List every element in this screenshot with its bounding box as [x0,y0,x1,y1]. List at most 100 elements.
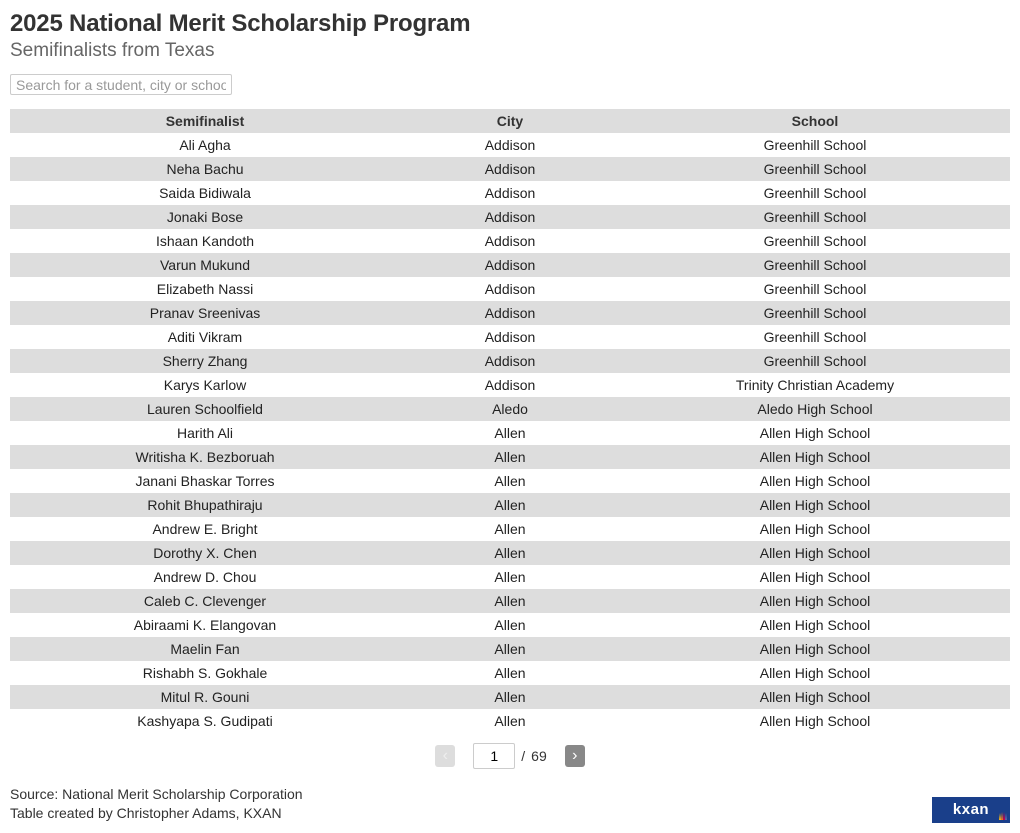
footer-source: Source: National Merit Scholarship Corpo… [10,785,303,804]
table-cell: Allen [400,637,620,661]
table-row: Neha BachuAddisonGreenhill School [10,157,1010,181]
table-cell: Andrew D. Chou [10,565,400,589]
pagination-separator: / [521,748,525,764]
table-cell: Sherry Zhang [10,349,400,373]
table-cell: Allen [400,613,620,637]
column-header[interactable]: Semifinalist [10,109,400,133]
table-cell: Rohit Bhupathiraju [10,493,400,517]
table-cell: Jonaki Bose [10,205,400,229]
table-cell: Allen High School [620,469,1010,493]
table-row: Harith AliAllenAllen High School [10,421,1010,445]
table-cell: Janani Bhaskar Torres [10,469,400,493]
table-cell: Harith Ali [10,421,400,445]
table-cell: Writisha K. Bezboruah [10,445,400,469]
table-cell: Aditi Vikram [10,325,400,349]
table-row: Karys KarlowAddisonTrinity Christian Aca… [10,373,1010,397]
kxan-logo: kxan [932,797,1010,823]
table-cell: Addison [400,277,620,301]
column-header[interactable]: City [400,109,620,133]
results-table: SemifinalistCitySchool Ali AghaAddisonGr… [10,109,1010,733]
table-cell: Allen [400,421,620,445]
table-cell: Greenhill School [620,229,1010,253]
table-cell: Allen High School [620,637,1010,661]
table-cell: Allen [400,589,620,613]
table-cell: Greenhill School [620,277,1010,301]
table-cell: Aledo [400,397,620,421]
table-cell: Greenhill School [620,253,1010,277]
table-cell: Allen High School [620,421,1010,445]
table-row: Ishaan KandothAddisonGreenhill School [10,229,1010,253]
table-cell: Addison [400,133,620,157]
table-cell: Neha Bachu [10,157,400,181]
table-cell: Varun Mukund [10,253,400,277]
table-cell: Allen [400,565,620,589]
table-row: Ali AghaAddisonGreenhill School [10,133,1010,157]
pagination-next-button[interactable]: › [565,745,585,767]
table-cell: Allen High School [620,517,1010,541]
column-header[interactable]: School [620,109,1010,133]
table-cell: Pranav Sreenivas [10,301,400,325]
table-cell: Maelin Fan [10,637,400,661]
table-cell: Karys Karlow [10,373,400,397]
table-row: Andrew D. ChouAllenAllen High School [10,565,1010,589]
table-cell: Allen [400,493,620,517]
table-cell: Rishabh S. Gokhale [10,661,400,685]
table-cell: Allen High School [620,613,1010,637]
table-cell: Greenhill School [620,133,1010,157]
table-cell: Greenhill School [620,157,1010,181]
table-row: Rishabh S. GokhaleAllenAllen High School [10,661,1010,685]
table-cell: Addison [400,325,620,349]
pagination-total-pages: 69 [531,748,547,764]
table-cell: Abiraami K. Elangovan [10,613,400,637]
table-cell: Allen High School [620,589,1010,613]
table-cell: Allen [400,685,620,709]
table-cell: Ishaan Kandoth [10,229,400,253]
table-cell: Addison [400,229,620,253]
table-row: Maelin FanAllenAllen High School [10,637,1010,661]
table-cell: Allen High School [620,493,1010,517]
table-row: Caleb C. ClevengerAllenAllen High School [10,589,1010,613]
table-cell: Greenhill School [620,349,1010,373]
kxan-logo-text: kxan [953,801,989,818]
table-row: Andrew E. BrightAllenAllen High School [10,517,1010,541]
search-input[interactable] [10,74,232,95]
table-cell: Allen High School [620,445,1010,469]
table-cell: Andrew E. Bright [10,517,400,541]
table-cell: Greenhill School [620,205,1010,229]
table-cell: Greenhill School [620,181,1010,205]
table-cell: Aledo High School [620,397,1010,421]
table-cell: Allen [400,661,620,685]
table-cell: Addison [400,373,620,397]
table-row: Jonaki BoseAddisonGreenhill School [10,205,1010,229]
table-row: Saida BidiwalaAddisonGreenhill School [10,181,1010,205]
table-row: Kashyapa S. GudipatiAllenAllen High Scho… [10,709,1010,733]
table-cell: Trinity Christian Academy [620,373,1010,397]
table-cell: Allen [400,541,620,565]
table-cell: Addison [400,205,620,229]
page-subtitle: Semifinalists from Texas [10,40,1010,62]
page-title: 2025 National Merit Scholarship Program [10,10,1010,38]
pagination: ‹ / 69 › [10,743,1010,769]
table-cell: Mitul R. Gouni [10,685,400,709]
table-cell: Ali Agha [10,133,400,157]
table-cell: Kashyapa S. Gudipati [10,709,400,733]
table-cell: Allen High School [620,661,1010,685]
table-cell: Allen High School [620,565,1010,589]
table-cell: Dorothy X. Chen [10,541,400,565]
table-row: Writisha K. BezboruahAllenAllen High Sch… [10,445,1010,469]
pagination-page-input[interactable] [473,743,515,769]
pagination-prev-button[interactable]: ‹ [435,745,455,767]
nbc-peacock-icon [998,811,1008,821]
table-cell: Addison [400,181,620,205]
table-row: Pranav SreenivasAddisonGreenhill School [10,301,1010,325]
table-row: Lauren SchoolfieldAledoAledo High School [10,397,1010,421]
table-cell: Caleb C. Clevenger [10,589,400,613]
table-cell: Allen [400,517,620,541]
table-cell: Addison [400,349,620,373]
table-cell: Elizabeth Nassi [10,277,400,301]
table-row: Mitul R. GouniAllenAllen High School [10,685,1010,709]
table-row: Dorothy X. ChenAllenAllen High School [10,541,1010,565]
table-cell: Allen High School [620,709,1010,733]
table-cell: Addison [400,301,620,325]
table-row: Aditi VikramAddisonGreenhill School [10,325,1010,349]
